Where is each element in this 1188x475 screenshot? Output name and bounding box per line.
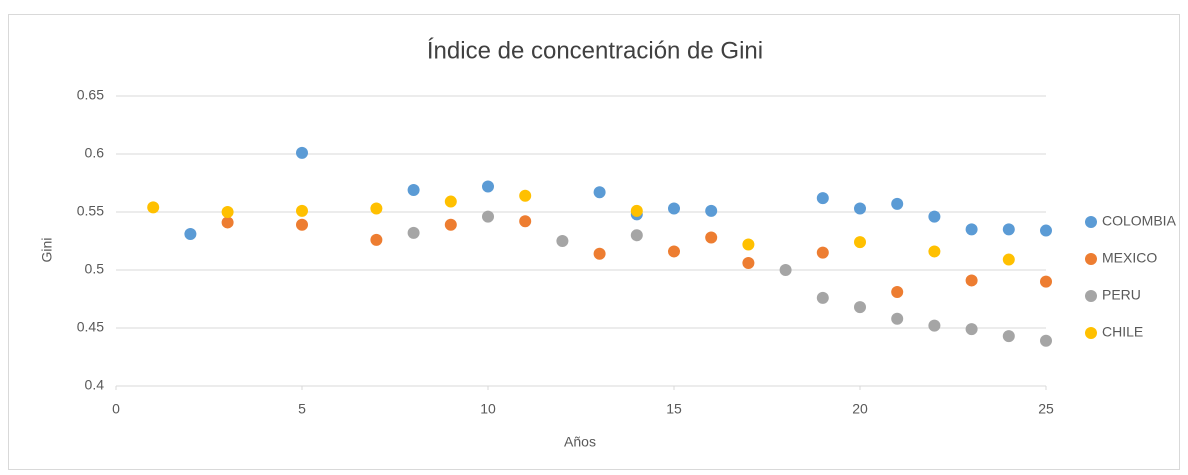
point [482, 210, 494, 223]
point [593, 247, 606, 260]
point [556, 235, 569, 247]
point [705, 231, 718, 244]
legend-marker [1085, 253, 1097, 265]
point [891, 197, 904, 210]
point [147, 201, 160, 214]
point [296, 146, 308, 159]
point [630, 204, 643, 217]
point [854, 236, 866, 249]
point [965, 323, 978, 336]
legend-label: COLOMBIA [1102, 213, 1177, 229]
point [742, 238, 755, 251]
chart-border [8, 14, 1180, 470]
y-axis-label: Gini [39, 238, 55, 263]
legend-marker [1085, 216, 1097, 228]
chart-title: Índice de concentración de Gini [427, 37, 763, 64]
point [854, 301, 866, 314]
point [482, 180, 494, 193]
point [891, 312, 904, 325]
point [742, 257, 755, 270]
point [444, 195, 457, 208]
point [779, 264, 792, 276]
point [444, 218, 457, 231]
x-tick-label: 0 [112, 401, 120, 417]
point [668, 245, 680, 258]
point [928, 319, 941, 332]
point [1002, 223, 1015, 236]
legend-label: MEXICO [1102, 250, 1157, 266]
point [891, 286, 904, 299]
point [407, 226, 420, 239]
point [668, 202, 680, 215]
point [1002, 330, 1015, 343]
y-tick-label: 0.65 [77, 87, 104, 103]
legend-label: CHILE [1102, 324, 1143, 340]
y-tick-label: 0.4 [85, 377, 105, 393]
legend-marker [1085, 290, 1097, 302]
x-tick-label: 10 [480, 401, 496, 417]
point [1040, 275, 1052, 288]
point [816, 192, 829, 205]
point [816, 291, 829, 304]
point [519, 215, 532, 228]
point [221, 206, 234, 218]
point [407, 183, 420, 196]
y-tick-label: 0.6 [85, 145, 105, 161]
point [965, 274, 978, 287]
legend-marker [1085, 327, 1097, 339]
legend-label: PERU [1102, 287, 1141, 303]
point [221, 216, 234, 229]
point [816, 246, 829, 259]
point [928, 245, 941, 258]
x-tick-label: 15 [666, 401, 682, 417]
point [296, 218, 308, 231]
x-tick-label: 25 [1038, 401, 1054, 417]
point [593, 186, 606, 199]
point [184, 228, 197, 241]
x-tick-label: 5 [298, 401, 306, 417]
y-tick-label: 0.5 [85, 261, 105, 277]
point [854, 202, 866, 215]
point [370, 202, 383, 215]
point [928, 210, 941, 223]
point [965, 223, 978, 236]
point [519, 189, 532, 202]
y-tick-label: 0.45 [77, 319, 104, 335]
point [1002, 253, 1015, 266]
point [630, 229, 643, 242]
point [296, 204, 308, 217]
y-tick-label: 0.55 [77, 203, 104, 219]
x-axis-label: Años [564, 434, 596, 450]
point [1040, 224, 1052, 237]
x-tick-label: 20 [852, 401, 868, 417]
point [705, 204, 718, 217]
point [370, 233, 383, 246]
point [1040, 334, 1052, 347]
